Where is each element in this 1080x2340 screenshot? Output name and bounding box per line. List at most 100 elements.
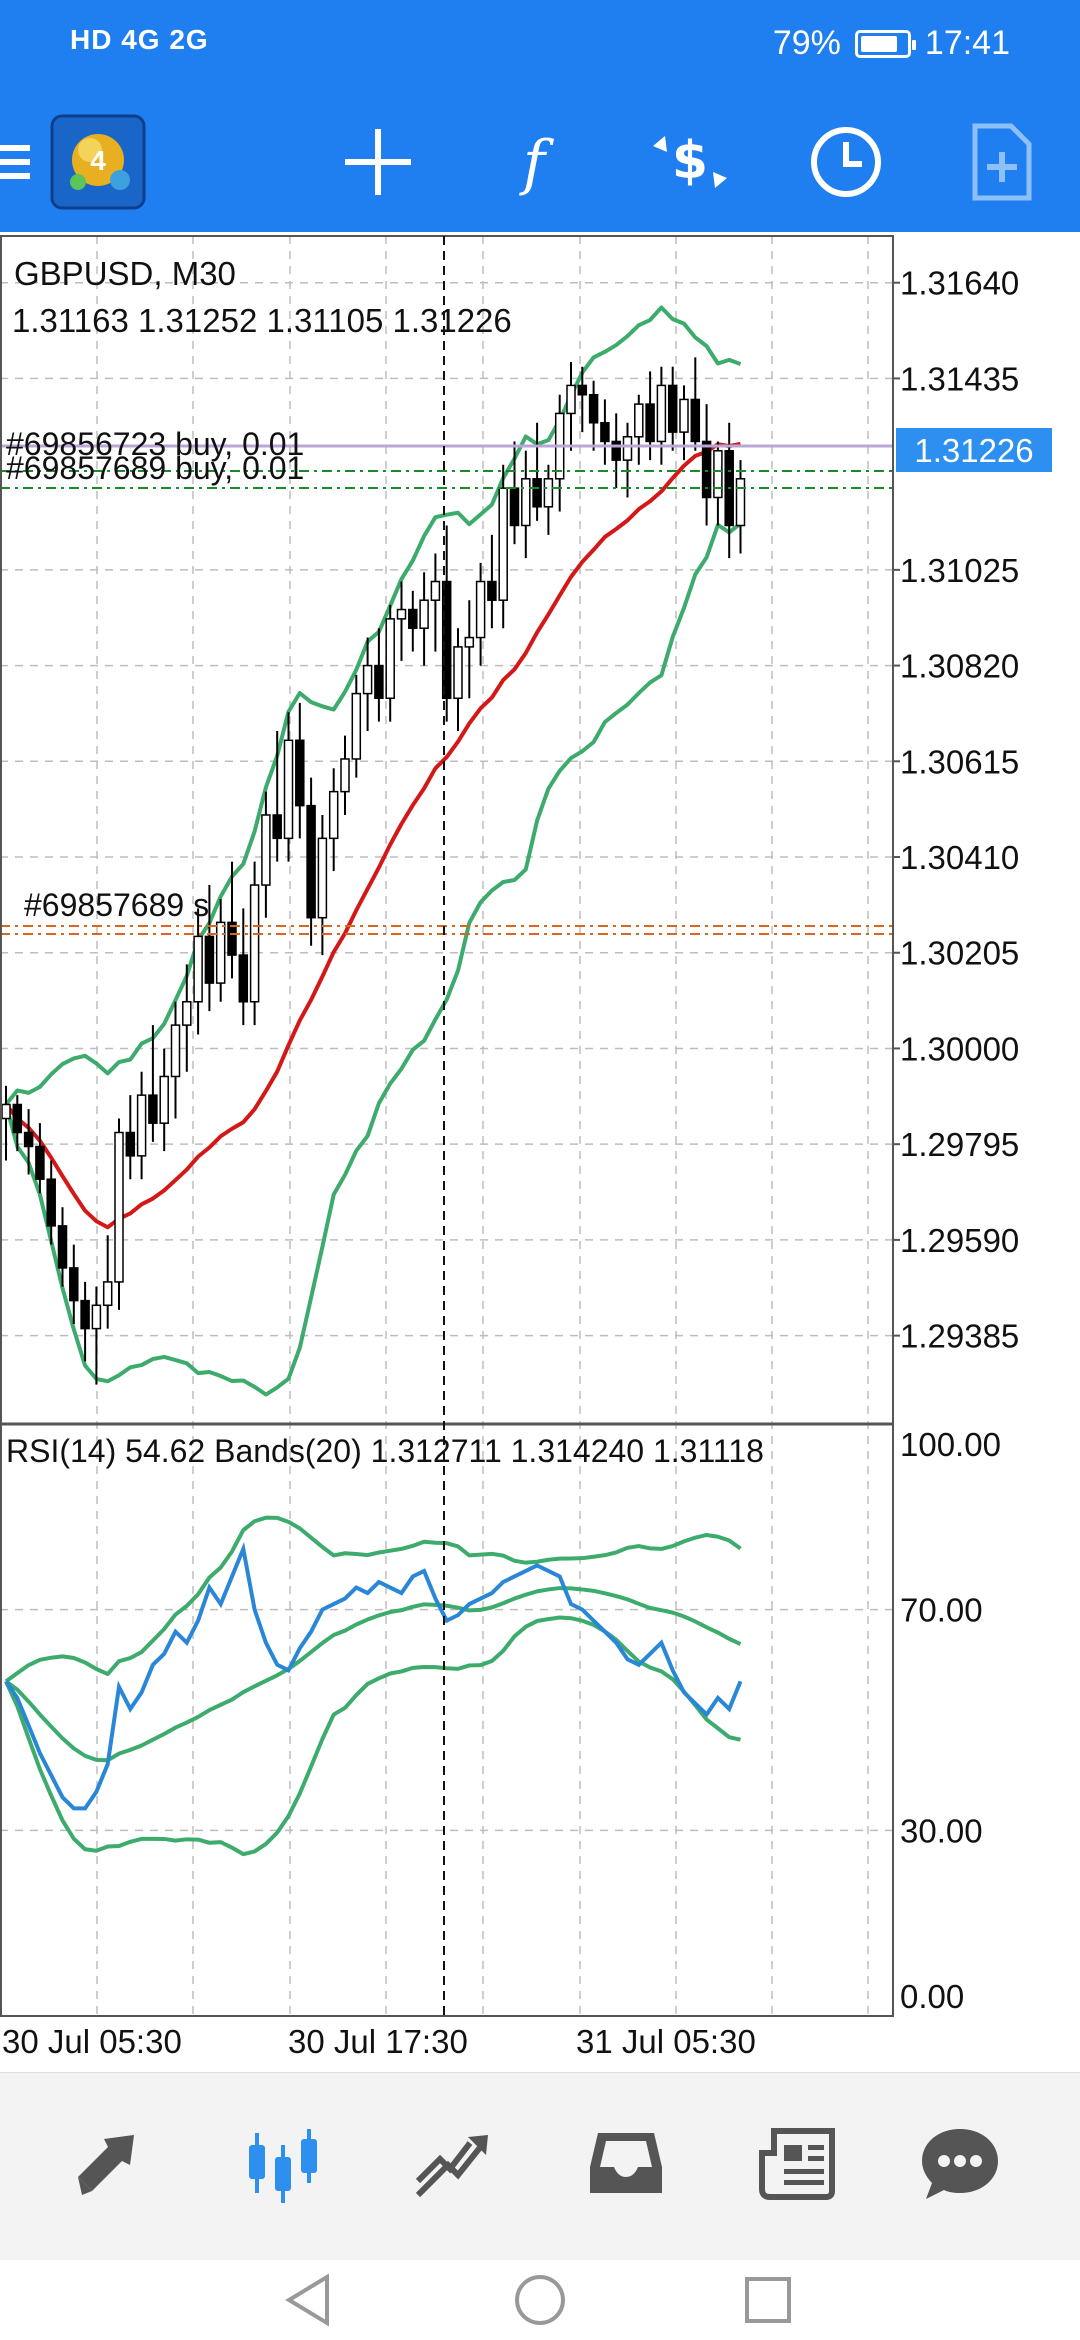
price-tick-label: 1.30000 xyxy=(900,1030,1019,1067)
trade-icon[interactable] xyxy=(394,2103,514,2223)
system-navigation xyxy=(0,2260,1080,2340)
candle xyxy=(136,1094,147,1157)
candle xyxy=(35,1145,45,1180)
candle xyxy=(543,478,554,508)
back-icon[interactable] xyxy=(258,2260,358,2340)
chart-icon[interactable] xyxy=(222,2103,342,2223)
candle xyxy=(622,436,633,461)
price-axis: 1.31640 1.31435 1.31025 1.30820 1.30615 1.304… xyxy=(893,265,1019,1355)
candle xyxy=(588,394,599,424)
current-price: 1.31226 xyxy=(914,432,1033,469)
chart-svg[interactable]: GBPUSD, M30 1.31163 1.31252 1.31105 1.31… xyxy=(0,232,1080,2072)
candle xyxy=(475,580,486,639)
candle xyxy=(713,450,723,499)
candle xyxy=(634,403,644,438)
candle xyxy=(227,921,237,956)
candle xyxy=(261,814,271,886)
crosshair-icon[interactable] xyxy=(328,112,428,212)
rsi-label: RSI(14) 54.62 Bands(20) 1.312711 1.31424… xyxy=(6,1433,764,1469)
candle xyxy=(12,1103,23,1134)
order-label-2: #69857689 buy, 0.01 xyxy=(6,450,304,486)
upper-band xyxy=(4,305,742,1106)
candle xyxy=(735,478,746,527)
chart-grid xyxy=(0,236,893,2016)
rsi-tick-label: 30.00 xyxy=(900,1812,983,1849)
menu-icon[interactable] xyxy=(0,112,40,212)
candle xyxy=(656,384,667,443)
candle xyxy=(249,884,260,1003)
quotes-icon[interactable] xyxy=(50,2103,170,2223)
candle xyxy=(182,1001,192,1026)
candle xyxy=(215,921,226,984)
symbol-title: GBPUSD, M30 xyxy=(14,255,236,292)
news-icon[interactable] xyxy=(738,2103,858,2223)
candle xyxy=(46,1178,56,1227)
battery-icon xyxy=(854,29,916,58)
svg-text:$: $ xyxy=(672,131,708,191)
candle xyxy=(114,1131,124,1283)
chart-toolbar: 4 f $ xyxy=(0,92,1080,232)
rsi-axis: 100.00 70.00 30.00 0.00 xyxy=(900,1426,1001,2015)
period-icon[interactable] xyxy=(796,112,896,212)
status-bar: HD 4G 2G 79% 17:41 xyxy=(0,0,1080,92)
current-price-badge xyxy=(896,428,1052,472)
chat-icon[interactable] xyxy=(900,2103,1020,2223)
chart-area[interactable]: GBPUSD, M30 1.31163 1.31252 1.31105 1.31… xyxy=(0,232,1080,2072)
candle xyxy=(238,954,249,1003)
candle xyxy=(645,403,655,443)
lower-band xyxy=(4,522,742,1397)
price-tick-label: 1.29590 xyxy=(900,1222,1019,1259)
candle xyxy=(667,384,678,433)
home-icon[interactable] xyxy=(490,2260,590,2340)
candle xyxy=(419,599,429,629)
rsi-lower-band xyxy=(4,1615,741,1857)
price-tick-label: 1.31025 xyxy=(900,552,1019,589)
candle xyxy=(464,636,475,648)
candle xyxy=(283,739,294,840)
price-tick-label: 1.29385 xyxy=(900,1318,1019,1355)
candle xyxy=(91,1304,102,1330)
recents-icon[interactable] xyxy=(718,2260,818,2340)
candle xyxy=(577,384,588,396)
price-tick-label: 1.30205 xyxy=(900,935,1019,972)
svg-text:f: f xyxy=(519,128,555,197)
candle xyxy=(374,664,384,700)
rsi-tick-label: 0.00 xyxy=(900,1978,964,2015)
price-tick-label: 1.31435 xyxy=(900,360,1019,397)
indicators-icon[interactable]: f xyxy=(484,112,584,212)
candle xyxy=(498,487,508,601)
candle xyxy=(306,804,316,919)
candles xyxy=(2,357,746,1385)
chart-frame xyxy=(0,235,894,2017)
add-order-icon[interactable] xyxy=(952,112,1052,212)
candle xyxy=(679,398,689,433)
candle xyxy=(396,608,407,620)
network-indicators: HD 4G 2G xyxy=(70,24,209,56)
price-tick-label: 1.29795 xyxy=(900,1126,1019,1163)
candle xyxy=(57,1225,68,1269)
candle xyxy=(441,580,452,700)
candle xyxy=(611,440,621,461)
candle xyxy=(600,422,610,443)
mt4-logo[interactable]: 4 xyxy=(48,112,148,212)
candle xyxy=(566,384,576,415)
candle xyxy=(701,440,712,499)
candle xyxy=(69,1267,79,1302)
rsi-tick-label: 70.00 xyxy=(900,1592,983,1629)
price-tick-label: 1.31640 xyxy=(900,265,1019,302)
history-icon[interactable] xyxy=(566,2103,686,2223)
price-tick-label: 1.30615 xyxy=(900,743,1019,780)
time-label-2: 30 Jul 17:30 xyxy=(288,2023,468,2060)
battery-percent: 79% xyxy=(772,24,841,62)
candle xyxy=(351,692,362,760)
trade-icon[interactable]: $ xyxy=(640,112,740,212)
candle xyxy=(509,487,520,527)
candle xyxy=(532,478,542,508)
candle xyxy=(408,608,418,629)
candle xyxy=(430,580,441,601)
price-tick-label: 1.30820 xyxy=(900,648,1019,685)
time-label-1: 30 Jul 05:30 xyxy=(2,2023,182,2060)
candle xyxy=(295,739,305,807)
svg-text:4: 4 xyxy=(90,145,106,176)
bottom-navigation xyxy=(0,2072,1080,2261)
